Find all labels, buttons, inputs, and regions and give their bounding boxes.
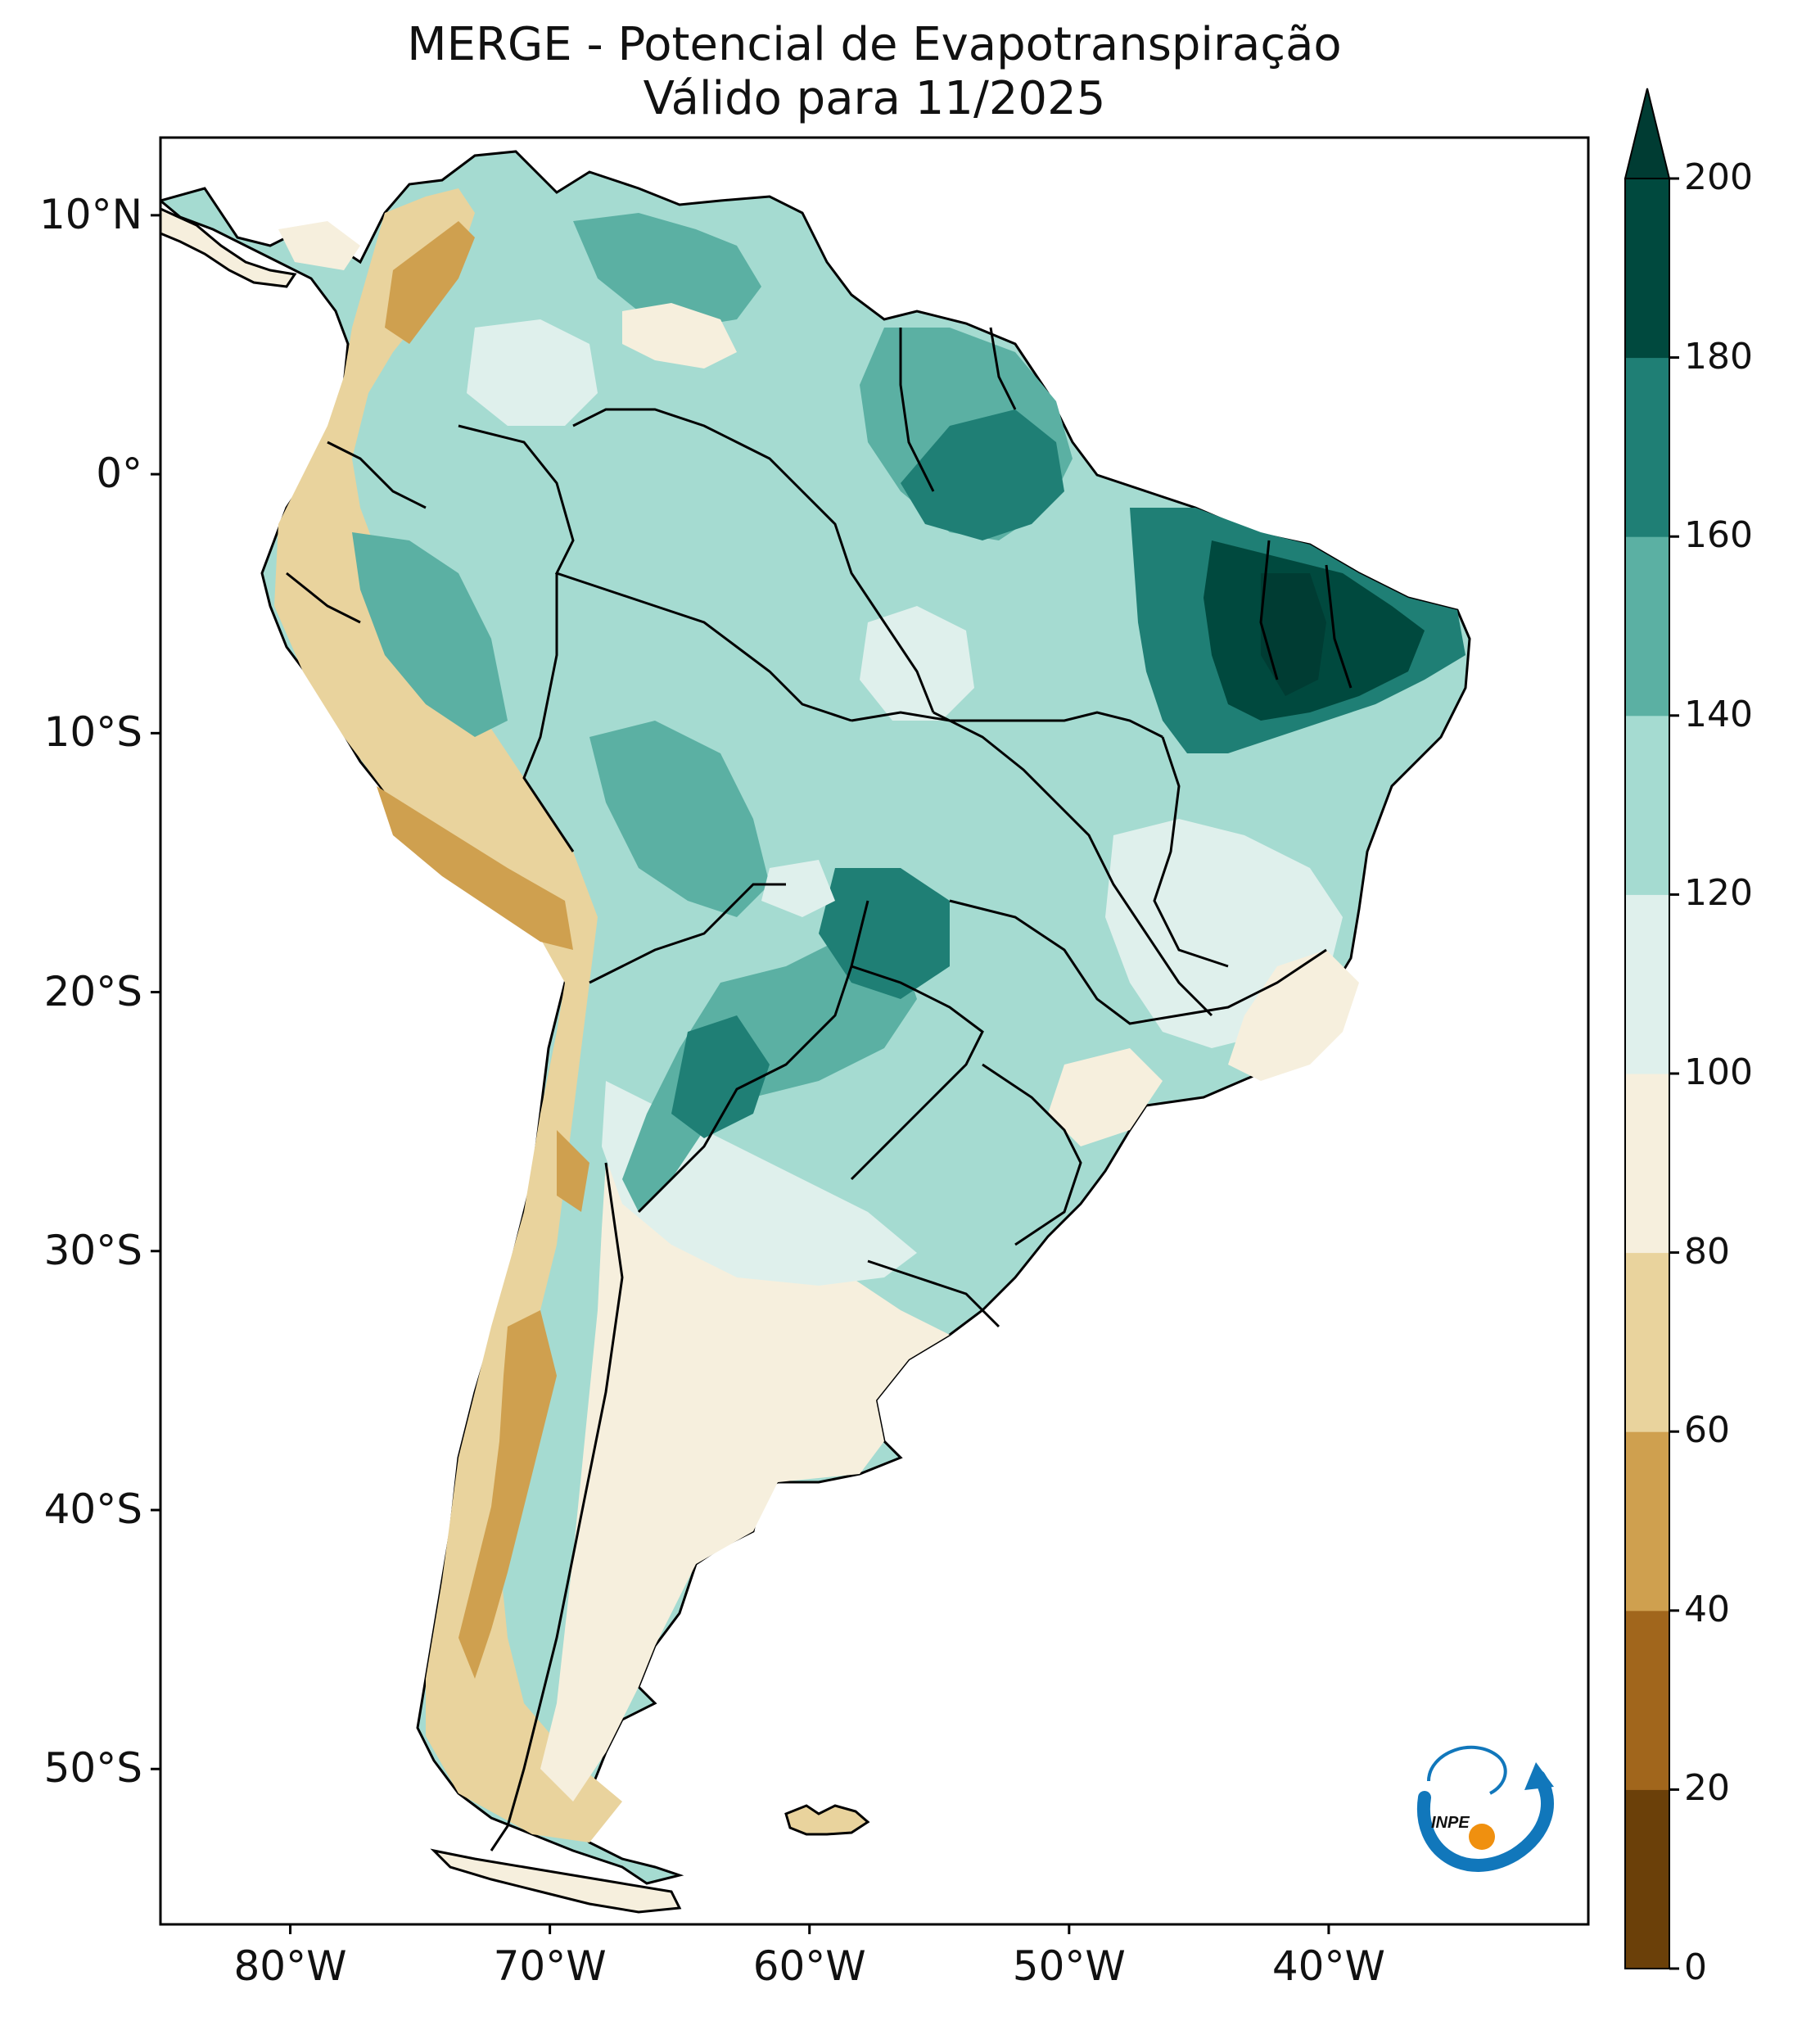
map-area [160,150,1471,1914]
lat-tick-label: 10°S [43,708,142,757]
title-line-2: Válido para 11/2025 [643,72,1106,125]
lat-tick-label: 20°S [43,967,142,1015]
lon-tick-label: 70°W [493,1942,607,1990]
lat-tick-label: 10°N [38,190,142,238]
colorbar-segment [1625,715,1669,895]
inpe-logo-sun [1469,1824,1495,1850]
border-line [982,1063,1082,1246]
lon-tick-label: 60°W [752,1942,866,1990]
country-borders [286,327,1353,1851]
lat-tick-label: 40°S [43,1485,142,1534]
border-line [933,711,1213,1017]
border-line [899,328,935,492]
colorbar-label: 60 [1684,1409,1730,1452]
colorbar-label: 160 [1684,514,1753,557]
venezuela-pale [278,221,737,368]
patagonia-andes-brown [458,1310,557,1679]
border-line [1259,540,1279,680]
border-line [867,1259,1000,1328]
northeast-core [1261,573,1326,696]
colorbar-extend-arrow [1624,88,1671,179]
border-line [589,883,786,984]
latitude-ticks [151,214,160,1770]
title-line-1: MERGE - Potencial de Evapotranspiração [407,18,1342,71]
central-brazil-light [761,606,1343,1048]
border-line [572,408,935,713]
colombia-lowland-light [467,319,598,426]
border-line [989,327,1017,410]
andes-darker-band [377,221,589,1212]
inpe-logo-arrow-icon [1524,1762,1554,1790]
border-line [1153,736,1229,968]
colorbar-segment [1625,1789,1669,1969]
tierra-del-fuego [430,1848,682,1914]
east-coast-pale [1048,950,1359,1146]
border-line [490,1162,624,1851]
lon-tick-label: 50°W [1012,1942,1126,1990]
colorbar-segment [1625,1074,1669,1254]
border-line [327,441,427,509]
lon-tick-label: 80°W [233,1942,347,1990]
border-line [522,573,575,852]
lat-tick-label: 30°S [43,1226,142,1274]
colorbar-segment [1625,894,1669,1074]
colorbar-segment [1625,1252,1669,1432]
border-line [458,424,852,722]
colorbar-segment [1625,179,1669,359]
border-line [850,965,984,1181]
colorbar-segment [1625,1610,1669,1790]
colorbar [1624,88,1679,1970]
colorbar-label: 180 [1684,335,1753,378]
longitude-ticks [289,1924,1330,1934]
border-line [286,572,361,624]
inpe-logo-swoosh [1416,1770,1554,1872]
colorbar-label: 120 [1684,872,1753,915]
inpe-logo-text: INPE [1431,1814,1470,1832]
border-line [1325,564,1353,689]
lat-tick-label: 0° [96,450,142,498]
colorbar-label: 0 [1684,1946,1707,1988]
inpe-logo-orbit [1427,1745,1507,1795]
map-frame [159,136,1590,1926]
border-line [851,711,1163,739]
colorbar-label: 80 [1684,1230,1730,1273]
border-line [637,900,869,1214]
central-america [160,207,297,288]
colorbar-label: 40 [1684,1588,1730,1630]
colorbar-label: 100 [1684,1051,1753,1093]
colorbar-label: 140 [1684,693,1753,735]
colorbar-segment [1625,1431,1669,1612]
southern-cone-light-region [540,1163,950,1802]
colorbar-label: 20 [1684,1767,1730,1810]
falkland-islands [784,1804,870,1836]
inpe-logo: INPE [1416,1745,1554,1872]
colorbar-segment [1625,536,1669,717]
lon-tick-label: 40°W [1271,1942,1385,1990]
lat-tick-label: 50°S [43,1744,142,1793]
border-line [949,899,1327,1025]
colorbar-label: 200 [1684,156,1753,198]
colorbar-segment [1625,357,1669,537]
andes-low-pet-region [274,188,622,1842]
